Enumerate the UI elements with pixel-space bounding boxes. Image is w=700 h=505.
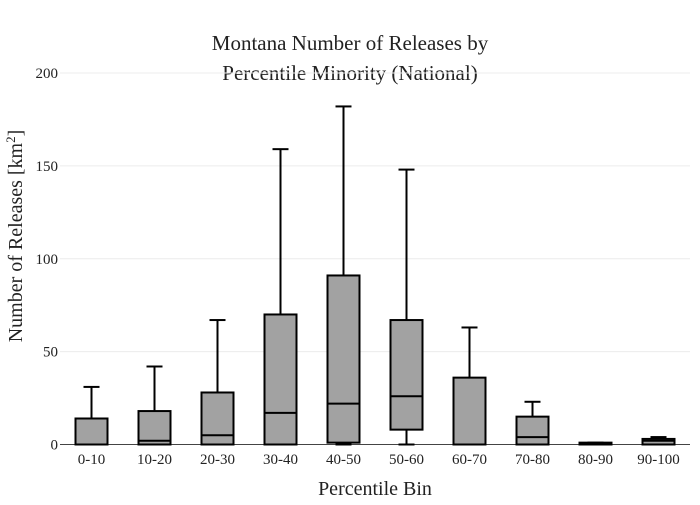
- x-tick-label: 70-80: [515, 452, 550, 468]
- y-tick-label: 50: [43, 345, 58, 361]
- box-plot-group: [326, 105, 361, 446]
- y-tick-label: 100: [36, 252, 59, 268]
- x-tick-label: 20-30: [200, 452, 235, 468]
- iqr-box: [137, 410, 172, 446]
- y-axis-label-unit-end: ]: [5, 130, 27, 137]
- iqr-box: [326, 274, 361, 444]
- x-tick-label: 90-100: [637, 452, 680, 468]
- x-axis-ticks: 0-10 10-20 20-30 30-40 40-50 50-60 60-70 70-80 8…: [78, 452, 680, 468]
- y-tick-label: 200: [36, 66, 59, 82]
- iqr-box: [200, 391, 235, 446]
- x-tick-label: 30-40: [263, 452, 298, 468]
- chart-title-line-1: Montana Number of Releases by: [212, 31, 489, 55]
- box-plot-group: [452, 326, 487, 446]
- y-axis-label-unit-superscript: 2: [3, 136, 18, 143]
- box-plot-group: [200, 319, 235, 446]
- box-plot-group: [389, 168, 424, 446]
- y-axis-label-unit: [km: [5, 142, 27, 175]
- x-tick-label: 40-50: [326, 452, 361, 468]
- iqr-box: [263, 313, 298, 446]
- y-axis-label: Number of Releases [km2]: [3, 130, 28, 343]
- box-plot-group: [578, 441, 613, 446]
- box-plot-group: [137, 365, 172, 446]
- y-axis-label-text: Number of Releases: [5, 175, 27, 342]
- box-plot-group: [263, 148, 298, 446]
- y-axis-ticks: 0 50 100 150 200: [36, 66, 59, 454]
- y-tick-label: 150: [36, 159, 59, 175]
- iqr-box: [74, 417, 109, 446]
- iqr-box: [389, 319, 424, 431]
- y-tick-label: 0: [51, 438, 59, 454]
- x-tick-label: 60-70: [452, 452, 487, 468]
- box-plot-group: [515, 400, 550, 446]
- x-tick-label: 0-10: [78, 452, 106, 468]
- x-tick-label: 50-60: [389, 452, 424, 468]
- x-tick-label: 80-90: [578, 452, 613, 468]
- x-axis-label: Percentile Bin: [318, 478, 432, 500]
- box-plot-group: [641, 436, 676, 446]
- box-plot-group: [74, 385, 109, 446]
- iqr-box: [515, 415, 550, 446]
- gridlines: [60, 72, 690, 353]
- iqr-box: [452, 376, 487, 446]
- x-tick-label: 10-20: [137, 452, 172, 468]
- boxes: [74, 105, 676, 446]
